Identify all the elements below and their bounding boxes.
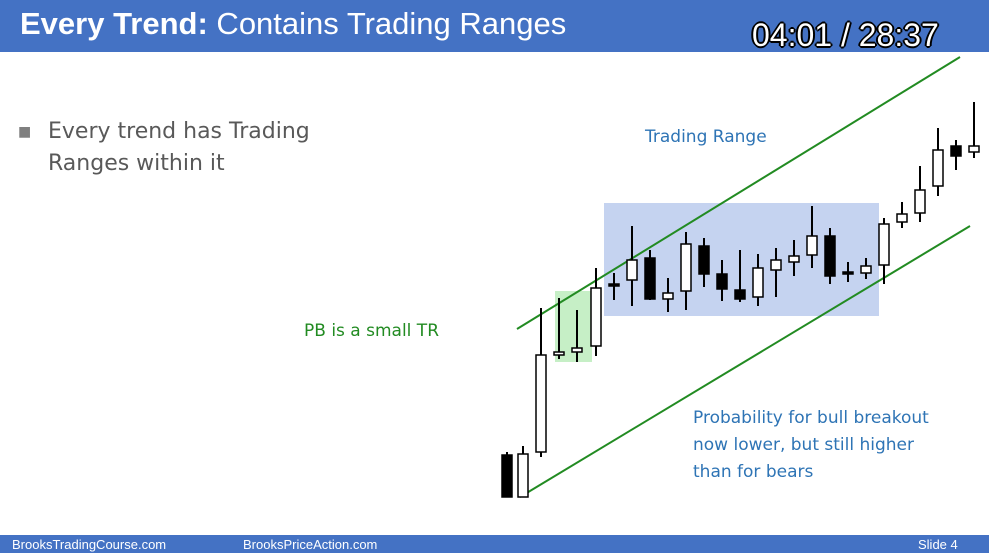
bull-candle-body — [914, 189, 926, 214]
bull-candle-body — [626, 259, 638, 281]
bull-candle-body — [590, 287, 602, 347]
bear-candle-body — [644, 257, 656, 300]
channel-lower-line — [519, 225, 971, 498]
slide-title-bold: Every Trend: — [20, 6, 208, 41]
bear-candle-body — [950, 145, 962, 157]
pullback-label: PB is a small TR — [304, 321, 440, 341]
bull-candle-body — [770, 259, 782, 271]
probability-line-3: than for bears — [693, 462, 814, 482]
bear-candle-body — [501, 454, 513, 498]
bull-candle-body — [571, 347, 583, 353]
bull-candle-body — [860, 265, 872, 274]
bull-candle-body — [896, 213, 908, 223]
bull-candle-body — [932, 149, 944, 187]
bear-candle-body — [824, 235, 836, 277]
probability-line-1: Probability for bull breakout — [693, 408, 929, 428]
slide-title-rest: Contains Trading Ranges — [207, 6, 567, 41]
bull-candle-body — [878, 223, 890, 266]
bull-candle-body — [680, 243, 692, 292]
bull-candle-body — [968, 145, 980, 153]
bear-candle-body — [716, 273, 728, 290]
trading-range-label: Trading Range — [645, 127, 767, 147]
bullet-text: Every trend has Trading Ranges within it — [48, 119, 310, 176]
footer-bar: BrooksTradingCourse.com BrooksPriceActio… — [0, 535, 989, 553]
slide-number: Slide 4 — [918, 537, 958, 552]
title-bar — [0, 0, 989, 52]
bull-candle-body — [788, 255, 800, 263]
square-bullet-icon: ■ — [18, 124, 32, 140]
bull-candle-body — [535, 354, 547, 453]
channel-upper-line — [516, 56, 961, 330]
bull-candle-body — [553, 351, 565, 356]
bull-candle-body — [806, 235, 818, 256]
bull-candle-body — [662, 292, 674, 300]
bull-candle-body — [517, 453, 529, 498]
bear-candle-body — [842, 271, 854, 275]
footer-site-2: BrooksPriceAction.com — [243, 537, 378, 552]
bear-candle-body — [734, 289, 746, 300]
slide-title: Every Trend: Contains Trading Ranges — [20, 6, 566, 42]
footer-site-1: BrooksTradingCourse.com — [12, 537, 167, 552]
video-timer: 04:01 / 28:37 — [752, 17, 939, 53]
bear-candle-body — [608, 283, 620, 287]
candles — [501, 102, 980, 498]
probability-line-2: now lower, but still higher — [693, 435, 915, 455]
bull-candle-body — [752, 267, 764, 298]
probability-note: Probability for bull breakout now lower,… — [693, 405, 929, 486]
bear-candle-body — [698, 245, 710, 275]
